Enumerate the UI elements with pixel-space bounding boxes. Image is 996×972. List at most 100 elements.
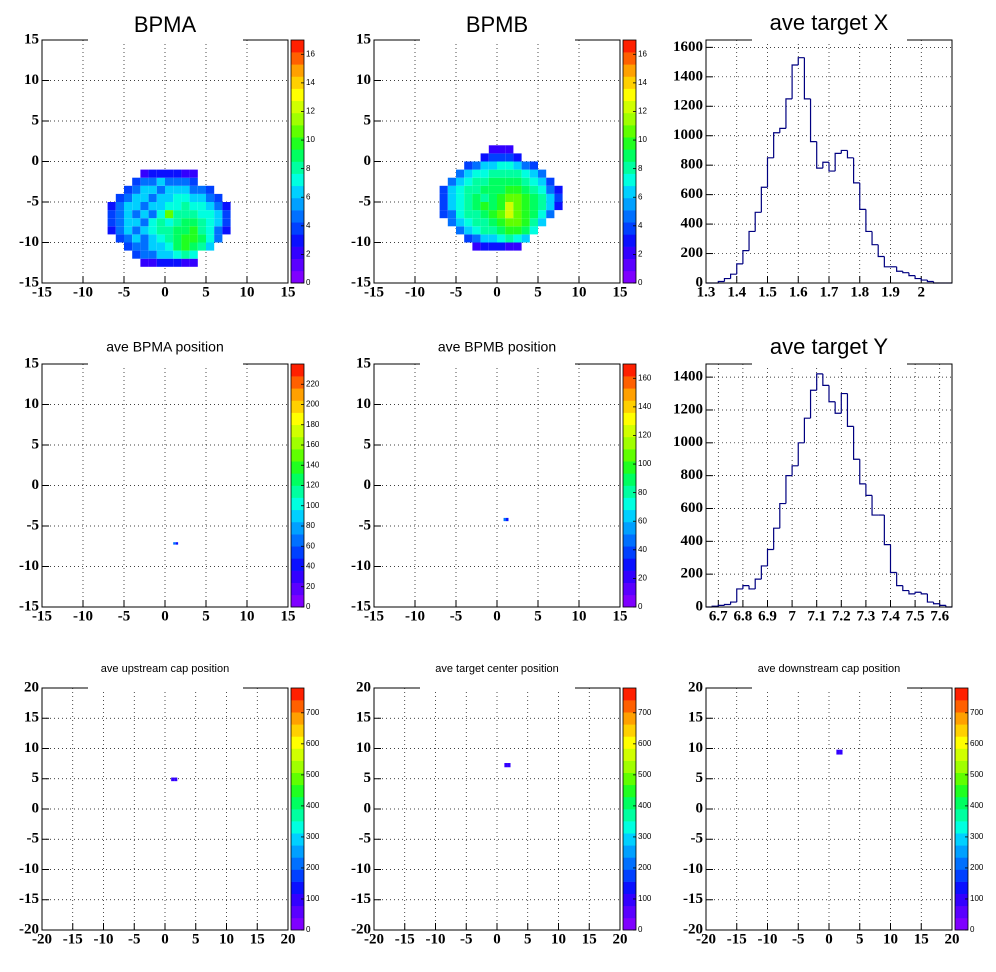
y-tick-label: -5: [27, 193, 40, 209]
histogram-bin: [730, 601, 737, 605]
color-tick-label: 600: [638, 739, 652, 748]
heat-cell: [505, 185, 514, 194]
histogram-bin: [926, 280, 934, 283]
x-tick-label: 7.4: [881, 608, 900, 624]
x-tick-label: -15: [32, 284, 52, 300]
heat-cell: [513, 210, 522, 219]
x-tick-label: 1.6: [789, 284, 808, 300]
color-band: [291, 234, 304, 247]
heat-cell: [181, 177, 190, 186]
histogram-bin: [859, 459, 866, 485]
color-tick-label: 600: [306, 739, 320, 748]
heat-cell: [174, 777, 178, 782]
x-tick-label: 15: [281, 608, 296, 624]
y-tick-label: -20: [351, 921, 371, 937]
heat-cell: [464, 169, 473, 178]
x-tick-label: -15: [364, 608, 384, 624]
color-band: [291, 88, 304, 102]
heat-cell: [497, 185, 506, 194]
histogram-bin: [760, 565, 768, 580]
heat-cell: [214, 226, 223, 235]
color-band: [623, 485, 636, 498]
y-tick-label: 15: [356, 710, 371, 726]
color-band: [623, 234, 636, 247]
y-tick-label: -15: [351, 598, 371, 614]
x-tick-label: -10: [405, 284, 425, 300]
histogram-bin: [834, 401, 842, 414]
y-tick-label: 1000: [673, 127, 703, 143]
heat-cell: [554, 193, 563, 202]
color-band: [955, 760, 968, 773]
x-tick-label: -20: [364, 931, 384, 947]
color-tick-label: 0: [306, 602, 311, 611]
heat-cell: [521, 185, 530, 194]
color-band: [291, 125, 304, 138]
histogram-bin: [779, 127, 786, 133]
color-band: [291, 881, 304, 894]
x-tick-label: 1.7: [820, 284, 839, 300]
y-tick-label: -10: [19, 558, 39, 574]
x-tick-label: 20: [281, 931, 296, 947]
heat-cell: [488, 218, 497, 227]
heat-cell: [529, 161, 538, 170]
color-band: [955, 736, 968, 749]
y-tick-label: -5: [359, 193, 372, 209]
y-tick-label: -10: [351, 861, 371, 877]
heat-cell: [115, 226, 124, 235]
histogram-bin: [723, 603, 731, 606]
histogram-bin: [902, 585, 909, 592]
heat-cell: [529, 226, 538, 235]
heat-cell: [456, 210, 465, 219]
heat-cell: [546, 177, 555, 186]
y-tick-label: 15: [356, 355, 371, 371]
heat-cell: [456, 202, 465, 211]
heat-cell: [214, 210, 223, 219]
color-band: [955, 784, 968, 798]
x-tick-label: 7.5: [906, 608, 925, 624]
heat-cell: [132, 234, 141, 243]
color-band: [291, 197, 304, 211]
heat-cell: [156, 258, 165, 267]
color-tick-label: 100: [638, 459, 652, 468]
heat-cell: [181, 218, 190, 227]
x-tick-label: -5: [792, 931, 805, 947]
color-band: [291, 473, 304, 486]
heat-cell: [488, 169, 497, 178]
y-tick-label: -5: [691, 831, 704, 847]
heat-cell: [132, 177, 141, 186]
x-tick-label: 7.3: [857, 608, 876, 624]
heat-cell: [488, 145, 497, 154]
color-tick-label: 700: [970, 708, 984, 717]
heat-cell: [546, 185, 555, 194]
heat-cell: [173, 218, 182, 227]
color-tick-label: 20: [306, 582, 315, 591]
color-band: [291, 497, 304, 511]
y-tick-label: 20: [24, 679, 39, 695]
color-band: [955, 748, 968, 761]
y-tick-label: 5: [364, 112, 372, 128]
heat-cell: [505, 202, 514, 211]
heat-cell: [148, 177, 157, 186]
heat-cell: [197, 234, 206, 243]
heat-cell: [156, 226, 165, 235]
heat-cell: [505, 242, 514, 251]
heat-cell: [148, 226, 157, 235]
heat-cell: [189, 185, 198, 194]
heat-cell: [156, 234, 165, 243]
x-tick-label: 7: [788, 608, 796, 624]
color-tick-label: 80: [306, 521, 315, 530]
heat-cell: [132, 250, 141, 259]
y-tick-label: 15: [24, 355, 39, 371]
chart-title: BPMB: [466, 12, 528, 37]
histogram-bin: [920, 592, 928, 595]
color-band: [623, 76, 636, 89]
color-band: [623, 760, 636, 773]
x-tick-label: 20: [945, 931, 960, 947]
heat-cell: [497, 153, 506, 162]
heat-cell: [464, 161, 473, 170]
x-tick-label: 0: [161, 608, 169, 624]
heat-cell: [124, 234, 133, 243]
color-band: [955, 809, 968, 822]
color-band: [291, 149, 304, 162]
histogram-bin: [853, 426, 860, 460]
